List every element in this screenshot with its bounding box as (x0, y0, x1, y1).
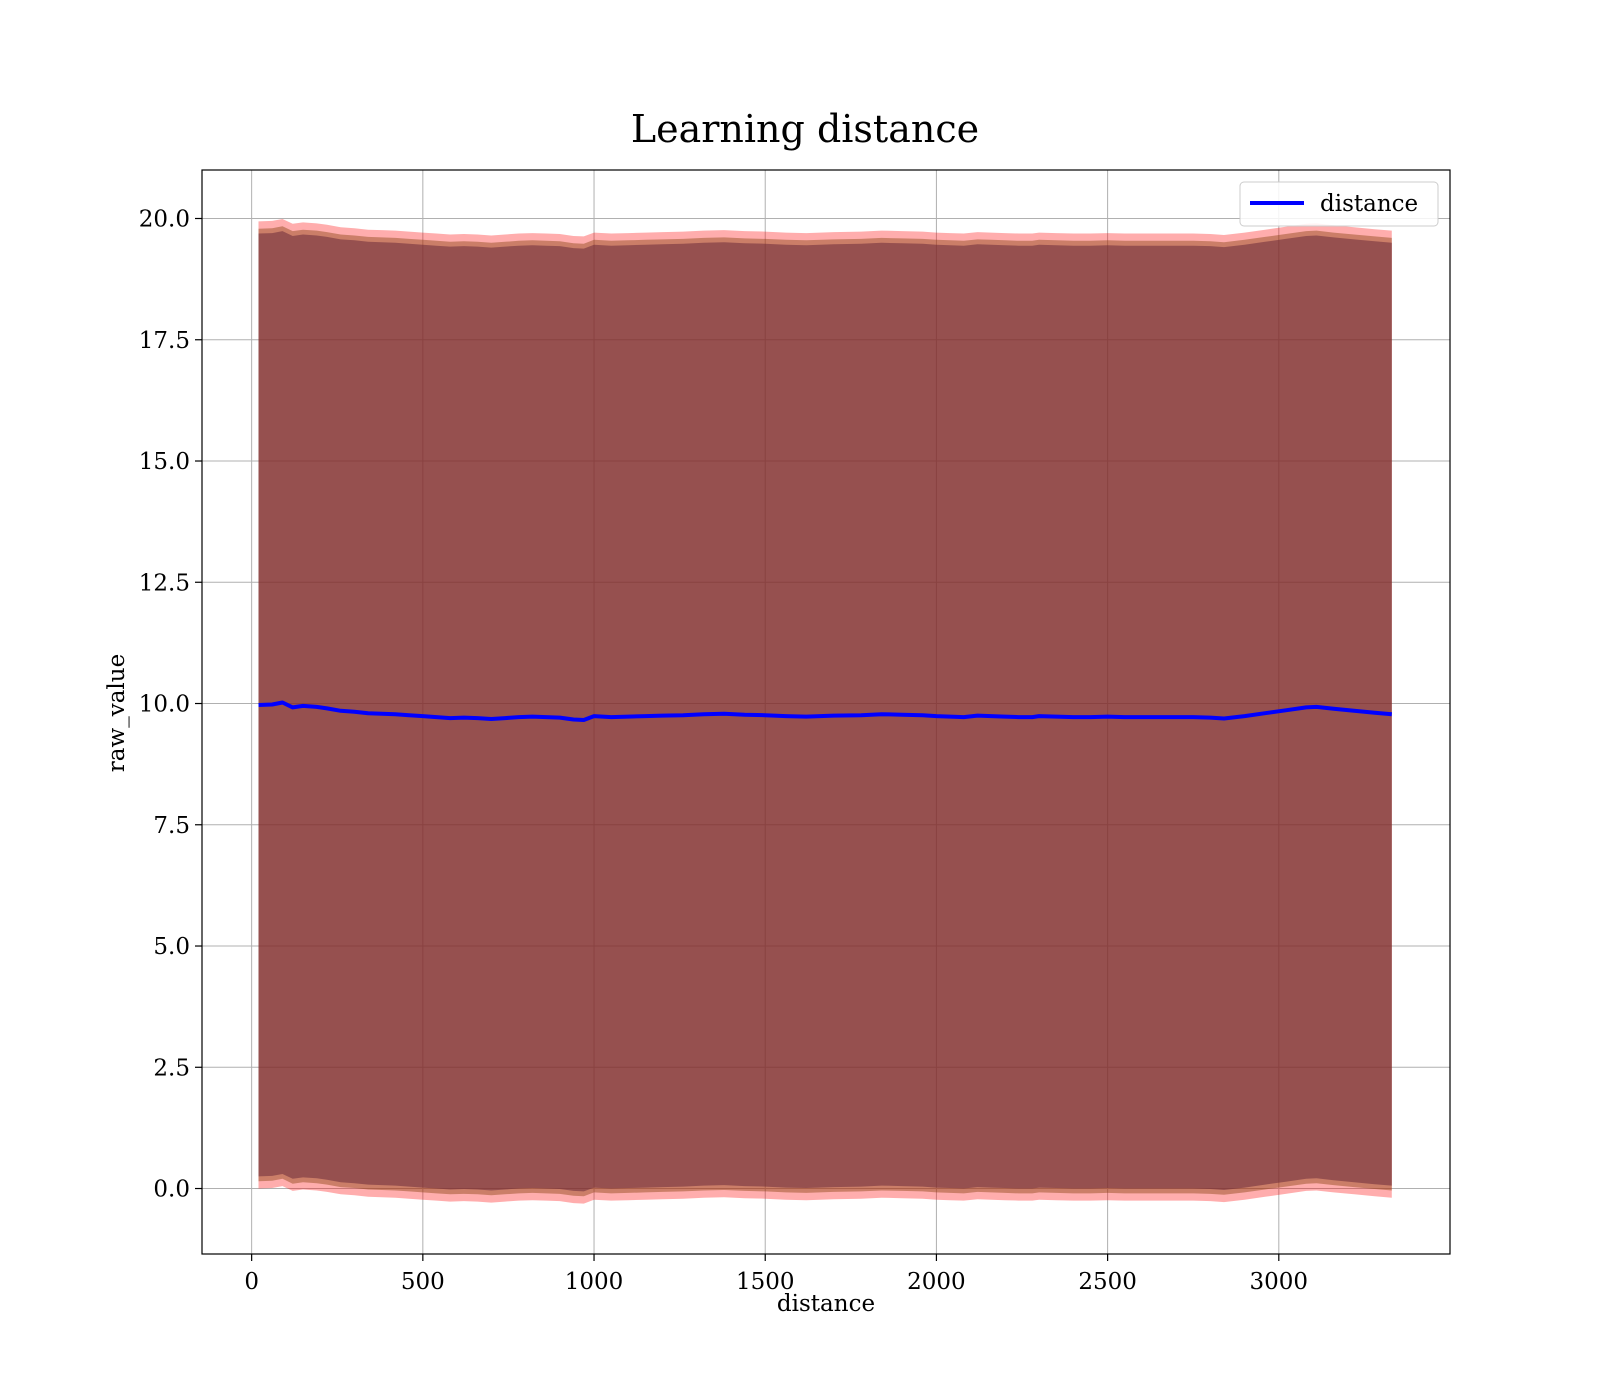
legend-box (1239, 181, 1439, 227)
y-tick-label: 15.0 (139, 449, 190, 475)
x-tick-label: 2500 (1078, 1269, 1137, 1295)
y-tick-label: 2.5 (153, 1055, 190, 1081)
x-tick-label: 0 (244, 1269, 259, 1295)
y-tick-label: 12.5 (139, 570, 190, 596)
y-tick-label: 20.0 (139, 207, 190, 233)
core-band (258, 231, 1392, 1192)
x-tick-label: 1500 (736, 1269, 795, 1295)
y-tick-label: 5.0 (153, 934, 190, 960)
y-tick-label: 7.5 (153, 813, 190, 839)
plot-frame (201, 169, 1451, 1255)
x-tick-label: 2000 (907, 1269, 966, 1295)
x-tick-label: 1000 (565, 1269, 624, 1295)
y-tick-label: 10.0 (139, 692, 190, 718)
series-line-distance (258, 700, 1392, 722)
x-axis-label: distance (777, 1291, 875, 1317)
y-axis-label: raw_value (104, 654, 130, 772)
legend: distance (1239, 181, 1439, 227)
series-lines (258, 700, 1392, 722)
axis-ticks: 0 500 1000 1500 2000 2500 3000 0.0 2.5 5.0 7.5 10.0… (139, 207, 1308, 1295)
x-tick-label: 500 (401, 1269, 445, 1295)
x-tick-label: 3000 (1250, 1269, 1309, 1295)
legend-label-distance: distance (1320, 191, 1418, 217)
y-tick-label: 17.5 (139, 328, 190, 354)
y-tick-label: 0.0 (153, 1177, 190, 1203)
chart-title: Learning distance (631, 107, 979, 151)
confidence-bands (258, 219, 1392, 1204)
